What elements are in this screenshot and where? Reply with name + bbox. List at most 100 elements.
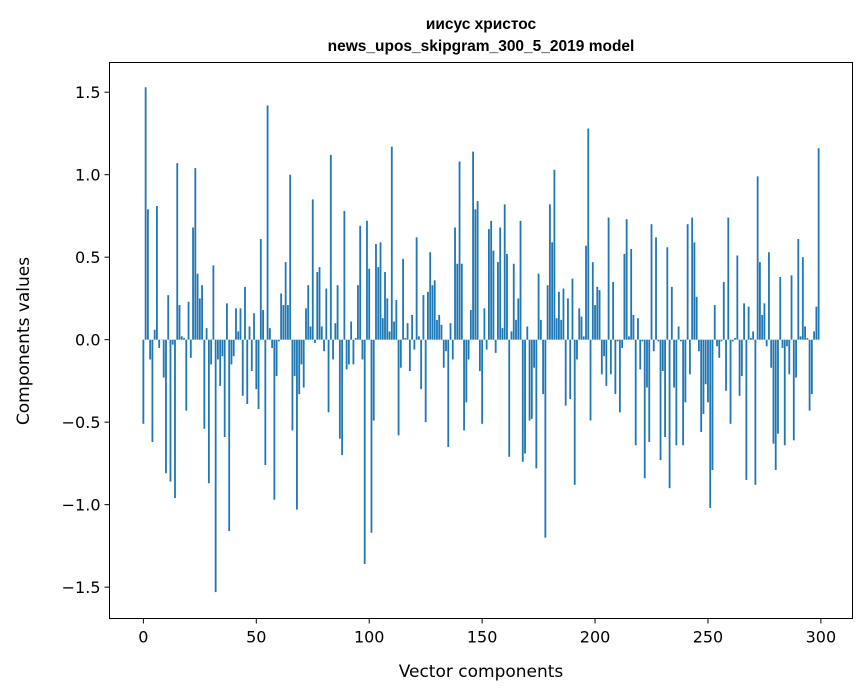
bar-component-240 <box>684 339 687 403</box>
bar-component-130 <box>436 319 438 340</box>
bar-component-218 <box>634 339 637 446</box>
chart-title-line2: news_upos_skipgram_300_5_2019 model <box>328 38 635 55</box>
bar-component-116 <box>404 338 407 340</box>
bar-component-68 <box>296 339 298 510</box>
bar-component-26 <box>201 285 203 340</box>
bar-component-168 <box>521 339 524 462</box>
bar-component-161 <box>506 253 508 340</box>
bar-component-223 <box>646 339 648 388</box>
bar-component-98 <box>363 339 366 565</box>
y-axis: −1.5 −1.0 −0.5 0.0 0.5 1.0 1.5 <box>62 83 110 597</box>
bar-component-54 <box>264 339 267 466</box>
bar-component-232 <box>666 247 669 340</box>
bar-component-197 <box>587 128 590 340</box>
bar-component-96 <box>359 225 362 340</box>
bar-component-101 <box>370 339 373 533</box>
bar-component-180 <box>548 204 551 340</box>
bar-component-182 <box>553 169 556 340</box>
bar-component-52 <box>259 239 262 340</box>
bar-component-56 <box>268 328 271 340</box>
bar-component-282 <box>779 276 782 340</box>
bar-component-44 <box>241 339 244 396</box>
bar-component-283 <box>781 339 784 348</box>
bar-component-219 <box>637 318 639 340</box>
bar-component-159 <box>501 328 504 340</box>
bar-component-124 <box>422 295 425 340</box>
bar-component-121 <box>415 237 418 340</box>
x-tick-label: 150 <box>467 628 498 647</box>
bar-component-95 <box>357 285 359 340</box>
bar-component-179 <box>546 285 549 340</box>
bar-component-139 <box>456 263 459 340</box>
bar-component-82 <box>327 339 330 413</box>
bar-component-123 <box>420 339 423 390</box>
bar-component-133 <box>442 339 445 368</box>
bar-component-172 <box>530 339 533 419</box>
bar-component-7 <box>158 339 161 348</box>
bar-component-12 <box>169 339 172 482</box>
bar-component-39 <box>230 339 233 365</box>
bar-component-66 <box>291 339 294 431</box>
bar-component-72 <box>305 308 307 340</box>
x-tick-label: 0 <box>138 628 148 647</box>
bar-component-4 <box>151 339 154 442</box>
bar-component-93 <box>352 339 355 365</box>
bar-component-156 <box>494 339 497 353</box>
bar-component-222 <box>643 339 646 479</box>
bar-component-106 <box>381 318 384 340</box>
bar-component-255 <box>718 339 721 358</box>
bar-component-146 <box>472 151 474 340</box>
bar-component-164 <box>512 263 515 340</box>
bar-component-107 <box>384 272 386 340</box>
bar-component-271 <box>754 339 757 485</box>
bar-component-266 <box>743 303 746 340</box>
bar-component-17 <box>180 336 183 340</box>
bar-component-211 <box>618 339 621 413</box>
bar-component-192 <box>576 339 578 360</box>
bar-component-97 <box>361 339 364 360</box>
bar-component-22 <box>192 227 194 340</box>
bar-component-37 <box>226 303 228 340</box>
bar-component-87 <box>338 339 341 439</box>
bar-component-247 <box>700 339 703 433</box>
bar-component-14 <box>174 339 176 499</box>
bar-component-238 <box>679 339 682 342</box>
bar-component-290 <box>797 239 800 340</box>
bar-component-132 <box>440 324 443 340</box>
bar-component-85 <box>334 323 337 340</box>
bar-component-91 <box>347 339 350 365</box>
bar-component-158 <box>499 227 502 340</box>
bar-component-242 <box>688 339 691 375</box>
bar-component-253 <box>713 305 716 340</box>
bar-component-114 <box>399 339 402 368</box>
bar-component-254 <box>716 339 718 347</box>
bar-component-287 <box>790 275 793 340</box>
bar-component-105 <box>379 242 382 340</box>
bar-component-215 <box>628 336 630 340</box>
bar-component-241 <box>686 224 689 340</box>
bar-component-75 <box>311 199 314 340</box>
bar-component-70 <box>300 339 303 365</box>
bar-component-297 <box>813 331 816 340</box>
bar-component-144 <box>467 339 470 360</box>
bar-component-120 <box>413 339 416 350</box>
bar-component-268 <box>747 306 750 340</box>
bar-component-221 <box>641 339 644 342</box>
bar-component-2 <box>146 209 149 340</box>
bar-component-117 <box>406 323 409 340</box>
bar-component-62 <box>282 305 285 340</box>
bar-component-13 <box>171 339 174 345</box>
bar-component-99 <box>366 220 368 340</box>
bar-component-64 <box>287 305 289 340</box>
bar-component-176 <box>539 319 542 340</box>
bar-component-261 <box>731 339 734 342</box>
x-tick-label: 300 <box>806 628 837 647</box>
bar-component-83 <box>329 154 332 340</box>
bar-component-170 <box>526 326 529 340</box>
bar-component-154 <box>490 220 493 340</box>
bar-component-141 <box>460 263 463 340</box>
bar-component-185 <box>560 319 563 340</box>
bar-component-262 <box>734 338 736 340</box>
bar-component-15 <box>176 163 179 340</box>
bar-component-134 <box>445 339 447 352</box>
